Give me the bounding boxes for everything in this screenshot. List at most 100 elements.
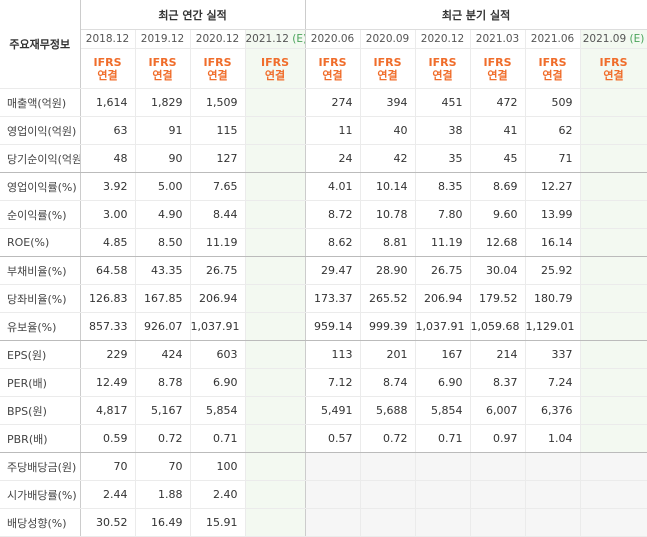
consolidation-label: 연결: [97, 68, 118, 82]
table-head: 주요재무정보 최근 연간 실적 최근 분기 실적 2018.12 2019.12 2020…: [0, 0, 647, 89]
empty-cell: [305, 508, 361, 537]
row-name: 시가배당률(%): [0, 480, 81, 509]
empty-cell: [245, 116, 306, 145]
data-row: EPS(원) 229 424 603 113 201 167 214 337: [0, 340, 647, 369]
basis: IFRS 연결: [525, 48, 581, 89]
row-name: PER(배): [0, 368, 81, 397]
value-cell: 45: [470, 144, 526, 173]
row-name: 영업이익(억원): [0, 116, 81, 145]
value-cell: 7.80: [415, 200, 471, 229]
value-cell: 40: [360, 116, 416, 145]
value-cell: 11.19: [415, 228, 471, 257]
period-label: 2021.03: [475, 33, 520, 45]
value-cell: 16.14: [525, 228, 581, 257]
empty-cell: [580, 396, 647, 425]
value-cell: 5,491: [305, 396, 361, 425]
empty-cell: [580, 368, 647, 397]
value-cell: 4,817: [80, 396, 136, 425]
value-cell: 229: [80, 340, 136, 369]
value-cell: 0.97: [470, 424, 526, 453]
value-cell: 30.52: [80, 508, 136, 537]
value-cell: 3.92: [80, 172, 136, 201]
empty-cell: [245, 480, 306, 509]
empty-cell: [245, 88, 306, 117]
period: 2020.12: [415, 29, 471, 49]
value-cell: 11: [305, 116, 361, 145]
empty-cell: [580, 256, 647, 285]
value-cell: 180.79: [525, 284, 581, 313]
value-cell: 15.91: [190, 508, 246, 537]
empty-cell: [470, 508, 526, 537]
estimate-mark: (E): [629, 33, 645, 45]
value-cell: 29.47: [305, 256, 361, 285]
empty-cell: [580, 480, 647, 509]
basis-label: IFRS: [148, 55, 177, 69]
value-cell: 509: [525, 88, 581, 117]
value-cell: 274: [305, 88, 361, 117]
row-name: ROE(%): [0, 228, 81, 257]
value-cell: 926.07: [135, 312, 191, 341]
value-cell: 64.58: [80, 256, 136, 285]
value-cell: 0.57: [305, 424, 361, 453]
basis-label: IFRS: [428, 55, 457, 69]
basis-label: IFRS: [483, 55, 512, 69]
empty-cell: [245, 284, 306, 313]
basis: IFRS 연결: [190, 48, 246, 89]
value-cell: 12.68: [470, 228, 526, 257]
value-cell: 8.35: [415, 172, 471, 201]
value-cell: 451: [415, 88, 471, 117]
data-row: 유보율(%) 857.33 926.07 1,037.91 959.14 999.39 1,…: [0, 312, 647, 341]
value-cell: 603: [190, 340, 246, 369]
value-cell: 959.14: [305, 312, 361, 341]
consolidation-label: 연결: [264, 68, 286, 82]
value-cell: 999.39: [360, 312, 416, 341]
data-row: 순이익률(%) 3.00 4.90 8.44 8.72 10.78 7.80 9.60 13.9…: [0, 200, 647, 229]
period-label: 2021.09: [582, 33, 627, 45]
empty-cell: [580, 508, 647, 537]
empty-cell: [245, 312, 306, 341]
value-cell: 100: [190, 452, 246, 481]
period: 2021.12 (E): [245, 29, 306, 49]
value-cell: 10.78: [360, 200, 416, 229]
empty-cell: [580, 144, 647, 173]
empty-cell: [580, 424, 647, 453]
consolidation-label: 연결: [487, 68, 508, 82]
value-cell: 0.59: [80, 424, 136, 453]
empty-cell: [580, 284, 647, 313]
basis-label: IFRS: [318, 55, 347, 69]
value-cell: 13.99: [525, 200, 581, 229]
value-cell: 214: [470, 340, 526, 369]
value-cell: 5,854: [190, 396, 246, 425]
period-label: 2021.06: [530, 33, 575, 45]
value-cell: 8.78: [135, 368, 191, 397]
value-cell: 2.44: [80, 480, 136, 509]
value-cell: 24: [305, 144, 361, 173]
value-cell: 11.19: [190, 228, 246, 257]
value-cell: 90: [135, 144, 191, 173]
consolidation-label: 연결: [377, 68, 398, 82]
value-cell: 63: [80, 116, 136, 145]
value-cell: 7.24: [525, 368, 581, 397]
value-cell: 42: [360, 144, 416, 173]
period-label: 2020.06: [310, 33, 355, 45]
row-name: 유보율(%): [0, 312, 81, 341]
row-name: 당기순이익(억원): [0, 144, 81, 173]
period: 2020.12: [190, 29, 246, 49]
value-cell: 8.74: [360, 368, 416, 397]
data-row: 영업이익(억원) 63 91 115 11 40 38 41 62: [0, 116, 647, 145]
empty-cell: [525, 508, 581, 537]
value-cell: 6.90: [415, 368, 471, 397]
value-cell: 167: [415, 340, 471, 369]
consolidation-label: 연결: [603, 68, 624, 82]
period: 2021.03: [470, 29, 526, 49]
value-cell: 173.37: [305, 284, 361, 313]
value-cell: 1.04: [525, 424, 581, 453]
value-cell: 9.60: [470, 200, 526, 229]
value-cell: 265.52: [360, 284, 416, 313]
value-cell: 10.14: [360, 172, 416, 201]
basis-label: IFRS: [538, 55, 567, 69]
value-cell: 12.27: [525, 172, 581, 201]
empty-cell: [415, 508, 471, 537]
value-cell: 43.35: [135, 256, 191, 285]
